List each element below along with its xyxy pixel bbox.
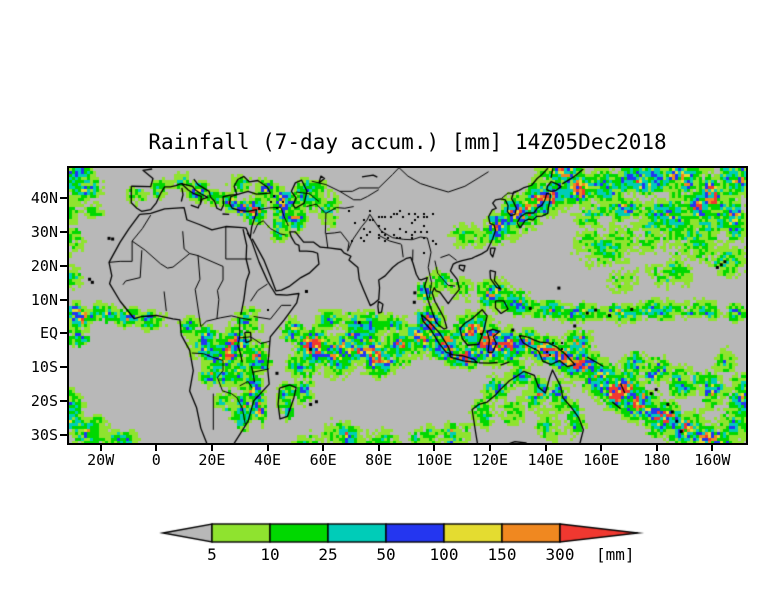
lat-tick-label: 20S xyxy=(30,392,58,411)
colorbar-tick-label: 100 xyxy=(429,545,459,564)
lon-tick-label: 20E xyxy=(198,451,226,469)
colorbar-tick-label: 5 xyxy=(207,545,217,564)
lon-tick-mark xyxy=(655,445,658,451)
lon-tick-label: 20W xyxy=(87,451,115,469)
colorbar-tick-label: 300 xyxy=(545,545,575,564)
lat-tick-label: 10N xyxy=(30,290,58,309)
lon-tick-label: 60E xyxy=(309,451,337,469)
lat-tick-label: EQ xyxy=(39,324,58,343)
lon-tick-label: 180 xyxy=(643,451,671,469)
lon-tick-mark xyxy=(488,445,491,451)
lon-tick-label: 100E xyxy=(416,451,453,469)
lat-tick-label: 30S xyxy=(30,425,58,444)
lat-tick-label: 10S xyxy=(30,358,58,377)
lon-tick-mark xyxy=(322,445,325,451)
lat-tick-mark xyxy=(60,400,67,403)
lat-tick-mark xyxy=(60,264,67,267)
map-canvas xyxy=(69,168,746,443)
lon-tick-mark xyxy=(711,445,714,451)
lat-tick-mark xyxy=(60,433,67,436)
chart-title: Rainfall (7-day accum.) [mm] 14Z05Dec201… xyxy=(148,130,667,154)
lat-tick-mark xyxy=(60,298,67,301)
lon-tick-label: 40E xyxy=(253,451,282,469)
lon-tick-mark xyxy=(99,445,102,451)
lon-tick-mark xyxy=(377,445,380,451)
colorbar-tick-label: 50 xyxy=(376,545,396,564)
map-frame xyxy=(67,166,748,445)
lon-tick-label: 80E xyxy=(365,451,393,469)
lon-tick-label: 0 xyxy=(151,451,161,469)
lon-tick-mark xyxy=(266,445,269,451)
colorbar-tick-label: 150 xyxy=(487,545,517,564)
colorbar-unit-label: [mm] xyxy=(596,545,635,564)
lon-tick-label: 160E xyxy=(583,451,620,469)
lat-tick-label: 40N xyxy=(30,189,58,208)
colorbar-tick-label: 25 xyxy=(318,545,338,564)
lon-tick-label: 160W xyxy=(694,451,731,469)
lat-tick-mark xyxy=(60,197,67,200)
colorbar-tick-label: 10 xyxy=(260,545,280,564)
lon-tick-mark xyxy=(433,445,436,451)
lon-tick-mark xyxy=(544,445,547,451)
lat-tick-label: 30N xyxy=(30,222,58,241)
lat-tick-mark xyxy=(60,332,67,335)
lon-tick-mark xyxy=(210,445,213,451)
lon-tick-label: 140E xyxy=(527,451,564,469)
lon-tick-mark xyxy=(600,445,603,451)
lat-tick-mark xyxy=(60,366,67,369)
colorbar xyxy=(150,520,670,544)
lon-tick-mark xyxy=(155,445,158,451)
lat-tick-label: 20N xyxy=(30,256,58,275)
lon-tick-label: 120E xyxy=(471,451,508,469)
lat-tick-mark xyxy=(60,230,67,233)
